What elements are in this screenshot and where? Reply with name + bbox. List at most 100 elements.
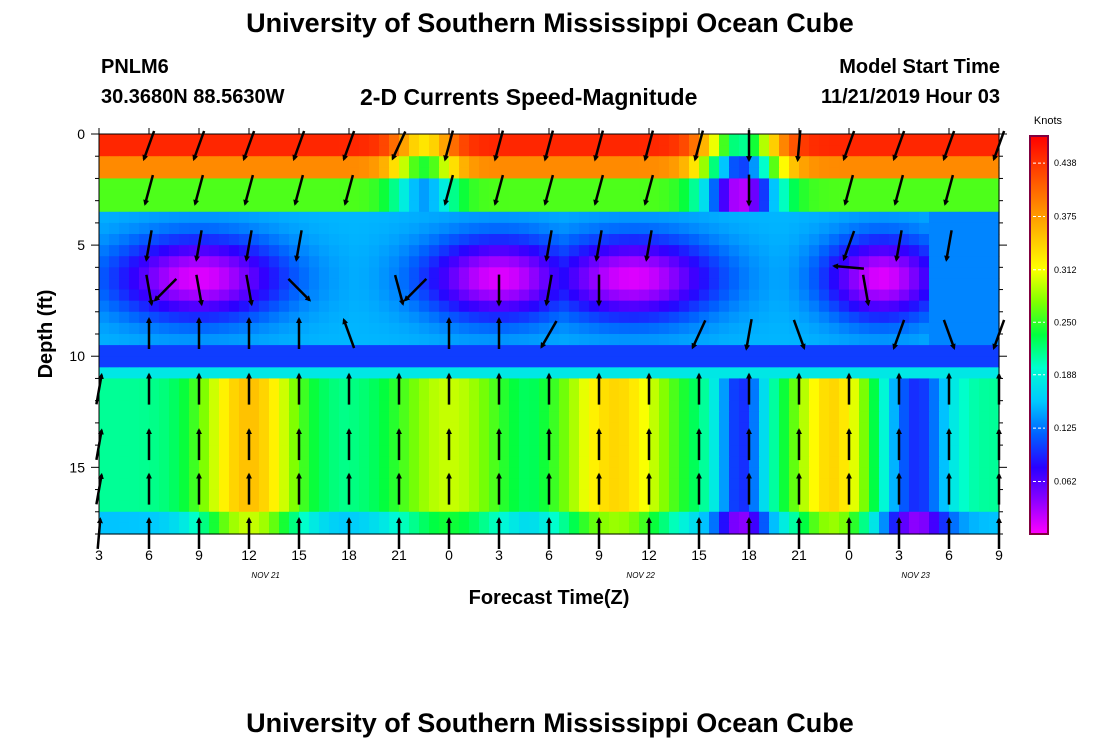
heatmap-cell: [929, 411, 940, 424]
heatmap-cell: [789, 167, 800, 180]
heatmap-cell: [889, 400, 900, 413]
heatmap-cell: [439, 245, 450, 257]
heatmap-cell: [579, 356, 590, 368]
heatmap-cell: [329, 145, 340, 157]
heatmap-cell: [259, 345, 270, 357]
current-vector: [293, 174, 305, 206]
heatmap-cell: [569, 289, 580, 302]
heatmap-cell: [409, 445, 420, 457]
heatmap-cell: [379, 322, 390, 335]
heatmap-cell: [629, 156, 640, 168]
heatmap-cell: [959, 356, 970, 368]
heatmap-cell: [339, 156, 350, 168]
heatmap-cell: [549, 456, 560, 468]
heatmap-cell: [369, 189, 380, 202]
heatmap-cell: [689, 434, 700, 446]
heatmap-cell: [369, 311, 380, 324]
heatmap-cell: [749, 478, 760, 491]
heatmap-cell: [99, 400, 110, 413]
heatmap-cell: [289, 445, 300, 457]
x-tick-label: 3: [895, 547, 903, 563]
heatmap-cell: [439, 211, 450, 224]
heatmap-cell: [969, 445, 980, 457]
heatmap-cell: [739, 434, 750, 446]
heatmap-cell: [699, 222, 710, 235]
heatmap-cell: [99, 289, 110, 302]
heatmap-cell: [649, 411, 660, 424]
heatmap-cell: [779, 456, 790, 468]
heatmap-cell: [159, 222, 170, 235]
heatmap-cell: [809, 289, 820, 302]
heatmap-cell: [329, 489, 340, 502]
heatmap-cell: [169, 289, 180, 302]
heatmap-cell: [109, 200, 120, 213]
heatmap-cell: [819, 267, 830, 280]
heatmap-cell: [329, 434, 340, 446]
heatmap-cell: [169, 334, 180, 346]
heatmap-cell: [749, 356, 760, 368]
heatmap-cell: [179, 356, 190, 368]
heatmap-cell: [969, 267, 980, 280]
heatmap-cell: [619, 467, 630, 480]
heatmap-cell: [239, 467, 250, 480]
heatmap-cell: [499, 467, 510, 480]
heatmap-cell: [479, 211, 490, 224]
heatmap-cell: [859, 389, 870, 402]
heatmap-cell: [789, 500, 800, 513]
heatmap-cell: [689, 467, 700, 480]
heatmap-cell: [319, 400, 330, 413]
heatmap-cell: [429, 300, 440, 313]
heatmap-cell: [659, 478, 670, 491]
heatmap-cell: [129, 134, 140, 146]
heatmap-cell: [229, 267, 240, 280]
heatmap-cell: [99, 267, 110, 280]
heatmap-cell: [179, 500, 190, 513]
heatmap-cell: [459, 434, 470, 446]
heatmap-cell: [299, 478, 310, 491]
heatmap-cell: [179, 156, 190, 168]
heatmap-cell: [429, 178, 440, 191]
heatmap-cell: [429, 156, 440, 168]
heatmap-cell: [649, 178, 660, 191]
heatmap-cell: [229, 211, 240, 224]
heatmap-cell: [179, 211, 190, 224]
heatmap-cell: [389, 300, 400, 313]
heatmap-cell: [399, 322, 410, 335]
heatmap-cell: [909, 156, 920, 168]
heatmap-cell: [409, 422, 420, 435]
heatmap-cell: [549, 189, 560, 202]
heatmap-cell: [599, 178, 610, 191]
heatmap-cell: [699, 311, 710, 324]
heatmap-cell: [779, 400, 790, 413]
heatmap-cell: [859, 334, 870, 346]
heatmap-cell: [779, 356, 790, 368]
heatmap-cell: [779, 389, 790, 402]
heatmap-cell: [599, 478, 610, 491]
heatmap-cell: [759, 500, 770, 513]
heatmap-cell: [809, 311, 820, 324]
heatmap-cell: [889, 522, 900, 535]
heatmap-cell: [269, 522, 280, 535]
heatmap-cell: [219, 378, 230, 391]
heatmap-cell: [959, 378, 970, 391]
heatmap-cell: [259, 400, 270, 413]
heatmap-cell: [849, 245, 860, 257]
heatmap-cell: [359, 200, 370, 213]
heatmap-cell: [119, 156, 130, 168]
heatmap-cell: [929, 200, 940, 213]
heatmap-cell: [549, 389, 560, 402]
heatmap-cell: [229, 511, 240, 524]
heatmap-cell: [279, 156, 290, 168]
heatmap-cell: [449, 267, 460, 280]
heatmap-cell: [909, 167, 920, 180]
heatmap-cell: [519, 367, 530, 380]
heatmap-cell: [459, 500, 470, 513]
heatmap-cell: [929, 167, 940, 180]
heatmap-cell: [239, 267, 250, 280]
heatmap-cell: [799, 389, 810, 402]
heatmap-cell: [959, 222, 970, 235]
heatmap-cell: [459, 289, 470, 302]
heatmap-cell: [639, 367, 650, 380]
heatmap-cell: [859, 345, 870, 357]
